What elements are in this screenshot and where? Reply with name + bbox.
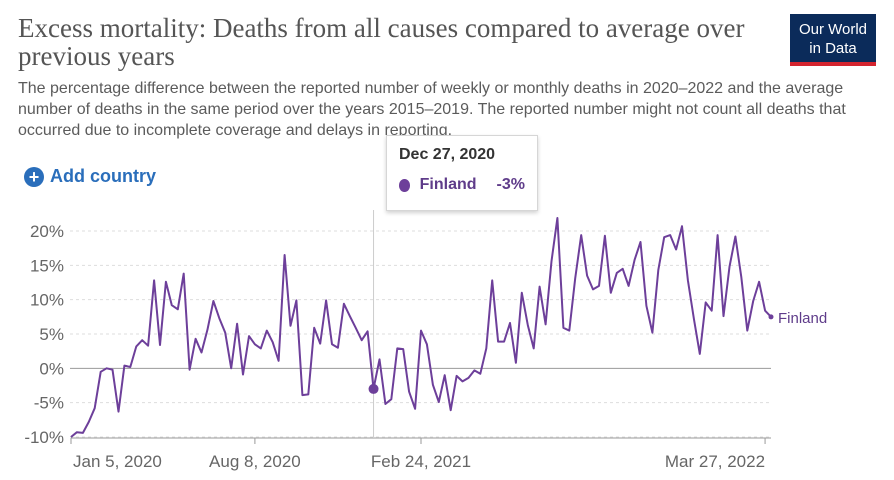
tooltip-date: Dec 27, 2020	[399, 146, 496, 163]
chart-subtitle: The percentage difference between the re…	[18, 80, 846, 139]
y-tick-label: 0%	[39, 359, 64, 378]
x-tick-label: Aug 8, 2020	[209, 452, 301, 471]
logo-line-2: in Data	[809, 40, 857, 57]
y-tick-label: 5%	[39, 325, 64, 344]
y-tick-label: 10%	[30, 291, 64, 310]
x-tick-label: Feb 24, 2021	[371, 452, 471, 471]
tooltip: Dec 27, 2020 Finland -3%	[386, 135, 538, 211]
x-tick-label: Jan 5, 2020	[73, 452, 162, 471]
y-tick-label: -10%	[24, 428, 64, 447]
owid-logo[interactable]: Our World in Data	[790, 14, 876, 66]
x-tick-label: Mar 27, 2022	[665, 452, 765, 471]
add-country-button[interactable]: + Add country	[24, 166, 156, 187]
series-line-finland[interactable]	[70, 217, 772, 438]
end-point	[768, 314, 774, 320]
add-country-label: Add country	[50, 166, 156, 186]
logo-line-1: Our World	[798, 21, 868, 38]
tooltip-series: Finland	[419, 176, 477, 193]
plus-circle-icon: +	[24, 166, 44, 187]
y-tick-label: 20%	[30, 222, 64, 241]
highlight-point[interactable]	[368, 383, 379, 394]
series-label-finland: Finland	[778, 310, 827, 327]
tooltip-row: Finland -3%	[399, 176, 525, 194]
tooltip-value: -3%	[496, 176, 525, 193]
y-tick-label: 15%	[30, 256, 64, 275]
series-color-dot	[399, 178, 410, 192]
y-tick-label: -5%	[34, 394, 64, 413]
chart-title: Excess mortality: Deaths from all causes…	[18, 13, 745, 71]
